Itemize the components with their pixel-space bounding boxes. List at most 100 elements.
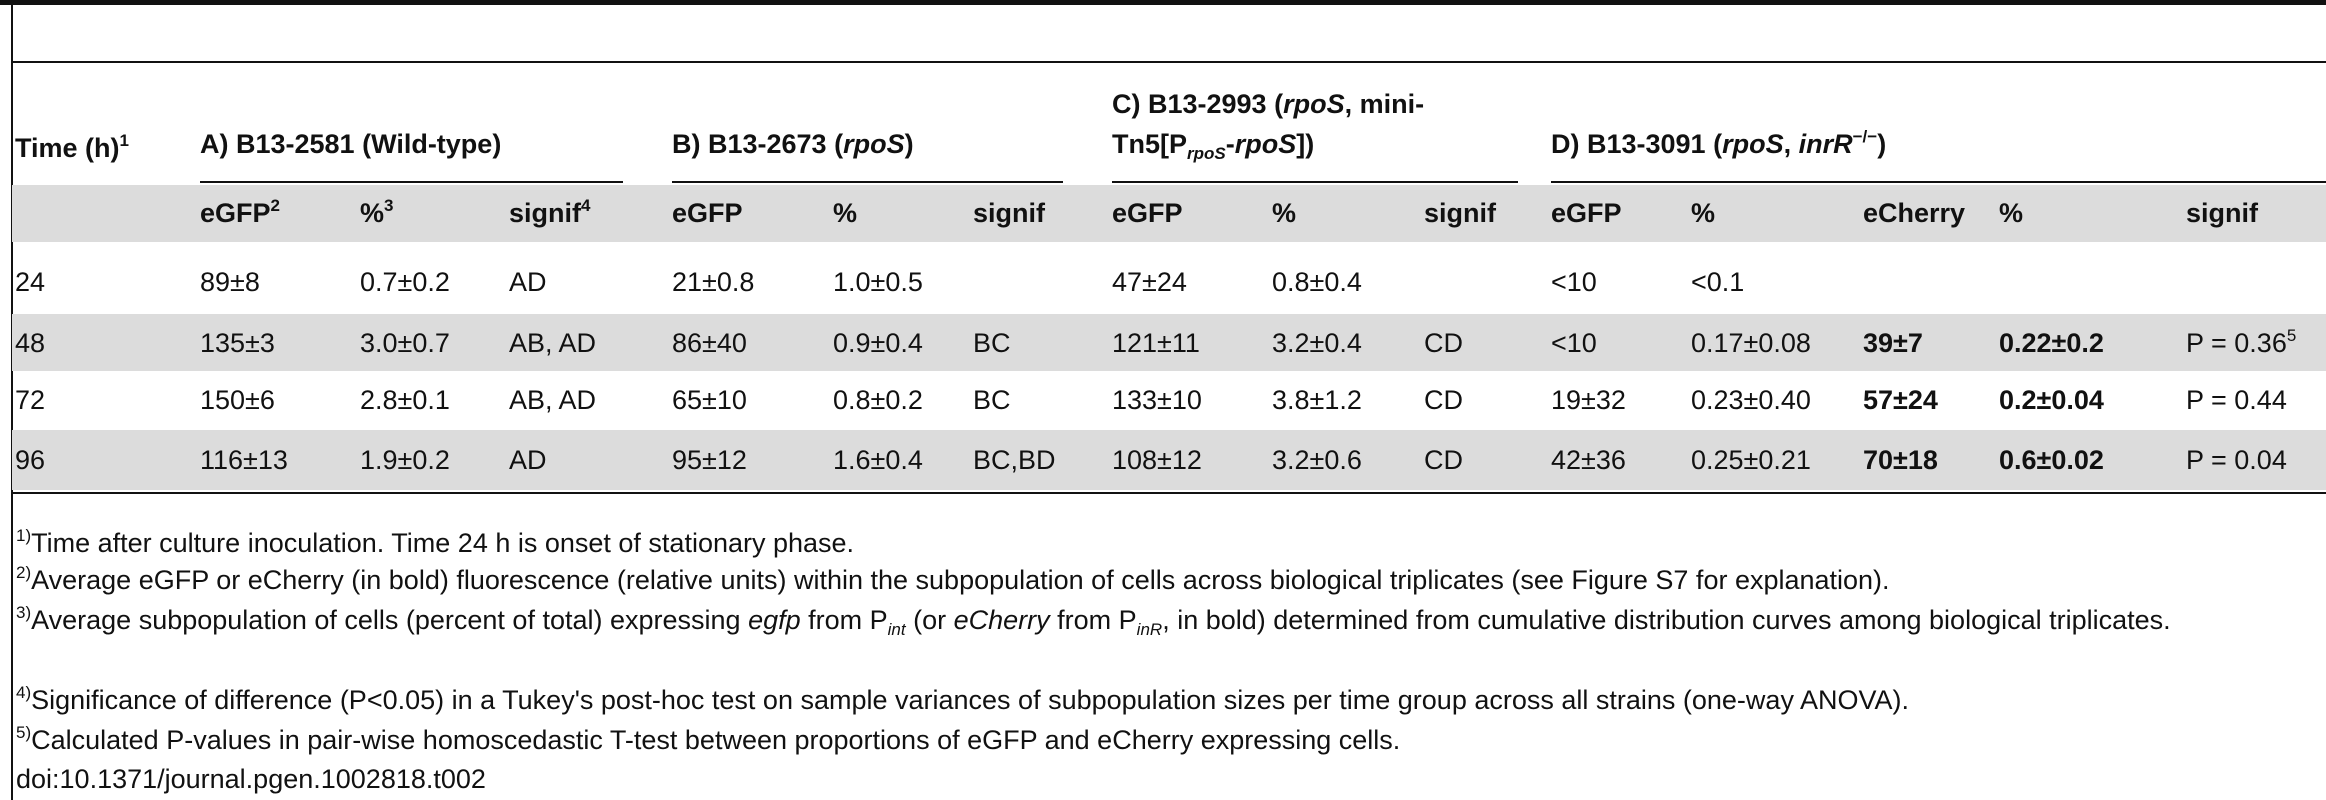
text: 121±11: [1112, 328, 1200, 358]
text: BC: [973, 385, 1011, 415]
cell: 0.22±0.2: [1999, 326, 2104, 360]
gene: egfp: [748, 605, 801, 635]
cell: 3.8±1.2: [1272, 383, 1362, 417]
cell: 19±32: [1551, 383, 1626, 417]
cell: BC: [973, 326, 1011, 360]
gene: eCherry: [953, 605, 1050, 635]
cell: 89±8: [200, 265, 260, 299]
cell: 133±10: [1112, 383, 1202, 417]
gene: inrR: [1798, 129, 1853, 159]
text: AD: [509, 445, 547, 475]
cell: 135±3: [200, 326, 275, 360]
cell: 65±10: [672, 383, 747, 417]
text: CD: [1424, 445, 1463, 475]
group-header: A) B13-2581 (Wild-type): [200, 127, 501, 161]
text: 42±36: [1551, 445, 1626, 475]
text: 86±40: [672, 328, 747, 358]
text: 3.2±0.4: [1272, 328, 1362, 358]
text: 2.8±0.1: [360, 385, 450, 415]
cell: 39±7: [1863, 326, 1923, 360]
text: %: [833, 198, 858, 228]
cell: CD: [1424, 383, 1463, 417]
row-time: 24: [15, 265, 45, 299]
text: 3.2±0.6: [1272, 445, 1362, 475]
text: 135±3: [200, 328, 275, 358]
text: BC: [973, 328, 1011, 358]
group-rule: [1551, 181, 2326, 183]
text: from P: [1049, 605, 1137, 635]
row-time: 48: [15, 326, 45, 360]
header-rule: [12, 61, 2326, 63]
cell: 0.2±0.04: [1999, 383, 2104, 417]
column-header: signif: [1424, 196, 1496, 230]
text: Average eGFP or eCherry (in bold) fluore…: [31, 565, 1890, 595]
text: <10: [1551, 267, 1597, 297]
text: Calculated P-values in pair-wise homosce…: [31, 725, 1401, 755]
text: 72: [15, 385, 46, 415]
cell: CD: [1424, 443, 1463, 477]
promoter: inR: [1136, 620, 1163, 639]
cell: 0.8±0.4: [1272, 265, 1362, 299]
cell: 57±24: [1863, 383, 1938, 417]
cell: 1.6±0.4: [833, 443, 923, 477]
gene: rpoS: [843, 129, 905, 159]
column-header: eCherry: [1863, 196, 1965, 230]
text: doi:10.1371/journal.pgen.1002818.t002: [16, 764, 486, 794]
text: from P: [800, 605, 888, 635]
row-time: 96: [15, 443, 45, 477]
text: eCherry: [1863, 198, 1966, 228]
group-rule: [200, 181, 623, 183]
column-header: %: [1999, 196, 2023, 230]
text: ): [904, 129, 914, 159]
text: Time after culture inoculation. Time 24 …: [31, 528, 855, 558]
cell: 3.0±0.7: [360, 326, 450, 360]
column-header: eGFP: [1112, 196, 1183, 230]
text: signif: [2186, 198, 2258, 228]
text: %: [1999, 198, 2024, 228]
text: P = 0.36: [2186, 328, 2287, 358]
cell: 47±24: [1112, 265, 1187, 299]
column-header: %: [833, 196, 857, 230]
text: 3.8±1.2: [1272, 385, 1362, 415]
text: ,: [1783, 129, 1799, 159]
bottom-rule: [12, 492, 2326, 494]
text: AB, AD: [509, 328, 597, 358]
row-time: 72: [15, 383, 45, 417]
text: , in bold) determined from cumulative di…: [1162, 605, 2171, 635]
text: 21±0.8: [672, 267, 755, 297]
text: 24: [15, 267, 46, 297]
text: eGFP: [672, 198, 743, 228]
text: -: [1225, 129, 1235, 159]
cell: P = 0.365: [2186, 326, 2296, 360]
row-band: [12, 314, 2326, 371]
text: P = 0.04: [2186, 445, 2287, 475]
column-header: signif4: [509, 196, 590, 230]
cell: AD: [509, 443, 547, 477]
cell: 2.8±0.1: [360, 383, 450, 417]
text: ): [1877, 129, 1887, 159]
column-header: eGFP2: [200, 196, 280, 230]
text: 108±12: [1112, 445, 1202, 475]
footnote-ref: 4: [581, 196, 591, 215]
footnote-mark: 4): [16, 683, 32, 702]
text: CD: [1424, 385, 1463, 415]
column-header: signif: [973, 196, 1045, 230]
cell: 116±13: [200, 443, 288, 477]
cell: 0.8±0.2: [833, 383, 923, 417]
column-header: eGFP: [672, 196, 743, 230]
cell: <10: [1551, 326, 1597, 360]
cell: 1.9±0.2: [360, 443, 450, 477]
top-rule: [0, 0, 2326, 5]
text: 0.6±0.02: [1999, 445, 2104, 475]
time-header: Time (h)1: [15, 131, 129, 165]
cell: <0.1: [1691, 265, 1744, 299]
column-header: eGFP: [1551, 196, 1622, 230]
gene: rpoS: [1283, 89, 1345, 119]
text: %: [360, 198, 385, 228]
footnote-ref: 2: [270, 196, 280, 215]
text: 0.23±0.40: [1691, 385, 1811, 415]
text: 0.2±0.04: [1999, 385, 2104, 415]
text: (or: [905, 605, 954, 635]
footnote-mark: 2): [16, 563, 32, 582]
text: signif: [1424, 198, 1496, 228]
